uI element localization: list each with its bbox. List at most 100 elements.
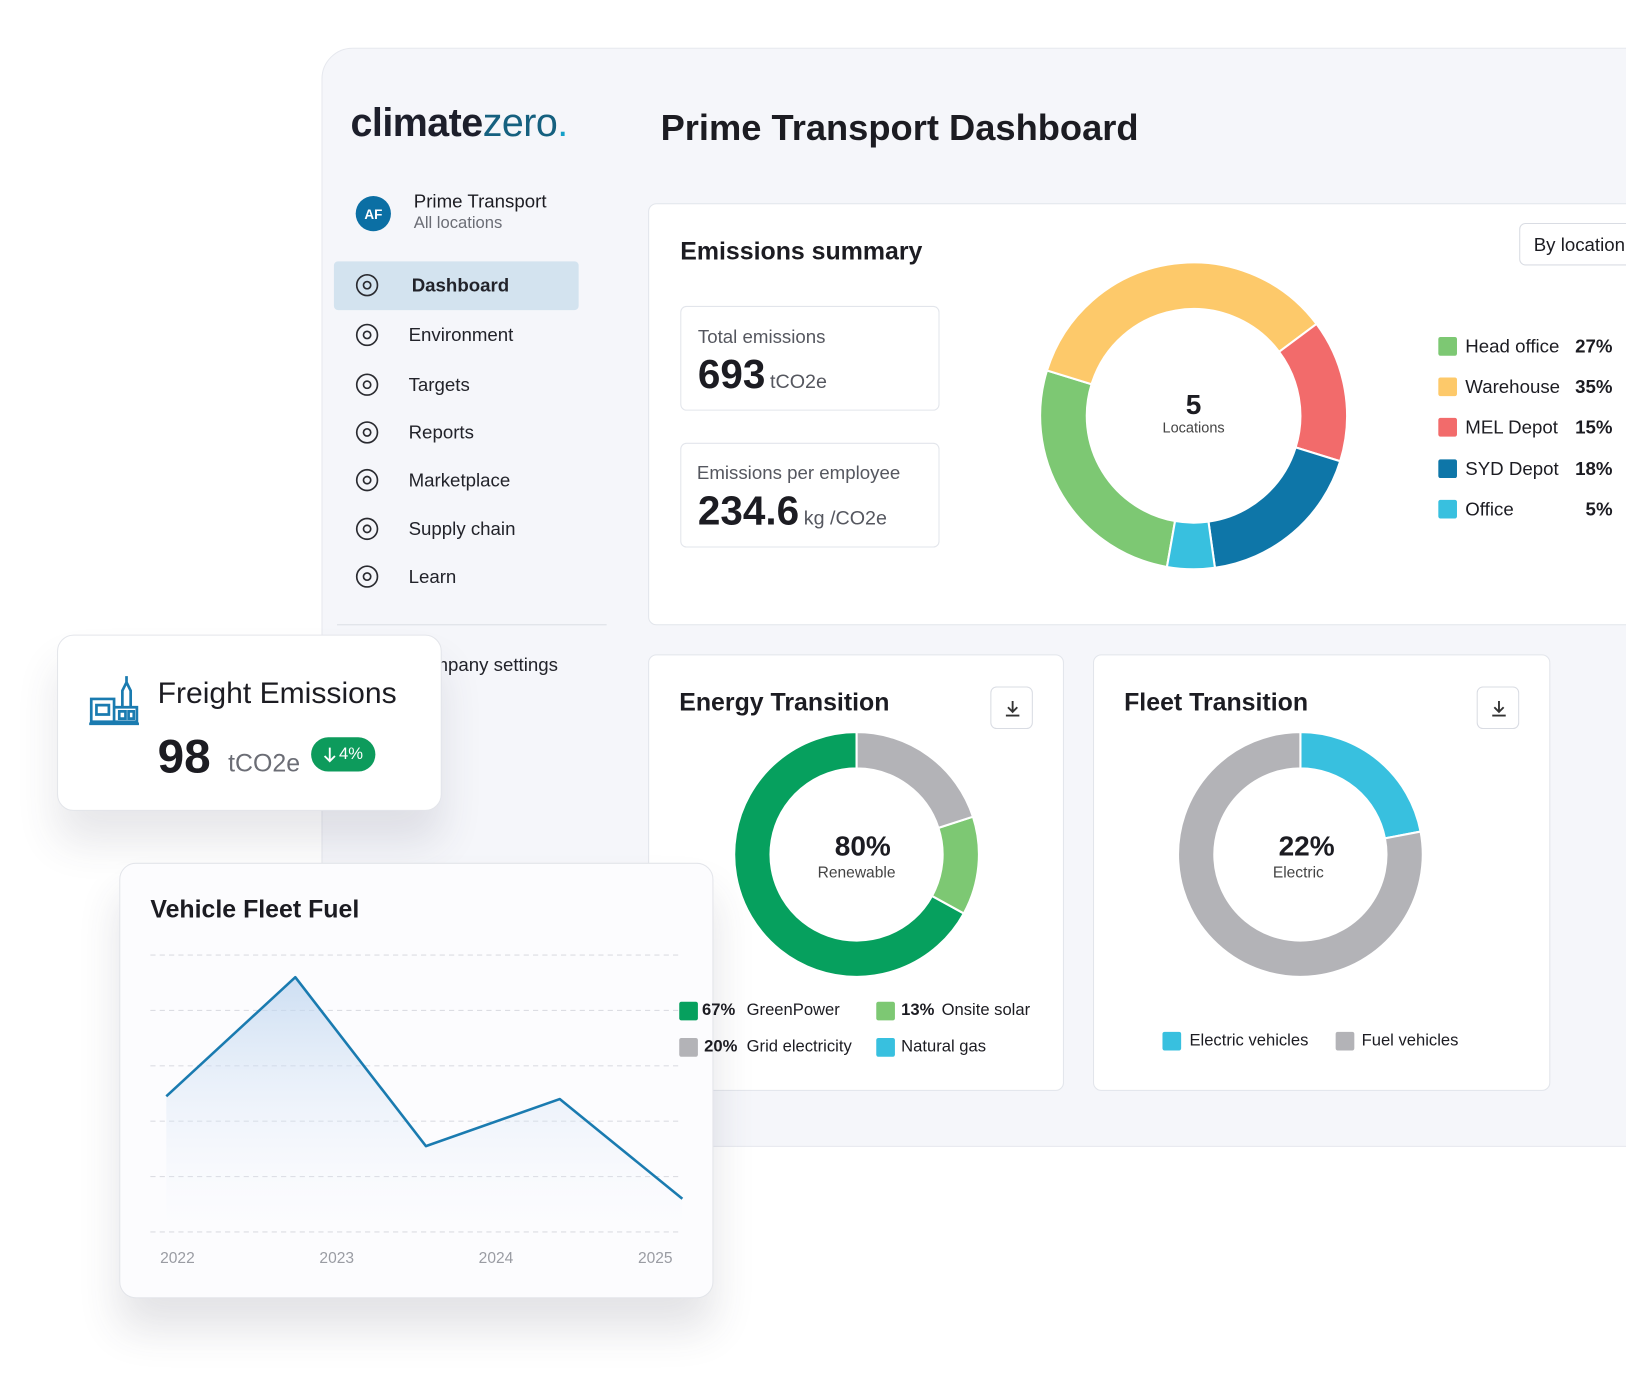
kpi-value-row: 693 tCO2e [698, 355, 827, 395]
icon-shape [355, 323, 379, 347]
legend-value: 20% [704, 1038, 738, 1056]
freight-value: 98 [157, 729, 211, 783]
legend-swatch [876, 1001, 895, 1021]
nav-icon [355, 517, 379, 541]
card-title: Fleet Transition [1124, 688, 1309, 717]
line-area [166, 977, 683, 1232]
legend-label: Electric vehicles [1189, 1031, 1309, 1050]
page-title: Prime Transport Dashboard [660, 107, 1139, 149]
donut-segment [930, 815, 980, 915]
donut-center-label: Renewable [817, 863, 896, 881]
filter-button-label[interactable]: By location [1533, 234, 1626, 256]
nav-icon [355, 468, 379, 492]
nav-item[interactable]: Reports [408, 422, 474, 443]
avatar-initials: AF [364, 205, 383, 222]
download-icon [1492, 701, 1506, 717]
logo-dot: . [557, 101, 568, 146]
nav-icon [355, 421, 379, 444]
donut-segment [733, 731, 966, 978]
x-tick-label: 2024 [478, 1249, 514, 1268]
kpi-unit: kg /CO2e [803, 508, 887, 530]
legend-swatch [1335, 1031, 1355, 1051]
icon-shape [355, 373, 379, 396]
donut-center-value: 80% [834, 830, 891, 862]
fleet-donut [1177, 731, 1424, 978]
card-title: Emissions summary [680, 237, 923, 266]
icon-shape [362, 524, 372, 534]
legend-swatch [679, 1001, 698, 1021]
line [165, 975, 684, 1200]
legend-value: 67% [702, 1001, 736, 1020]
legend-value: 15% [1575, 417, 1613, 439]
card-title: Energy Transition [679, 688, 890, 717]
avatar: AF [355, 195, 391, 232]
change-value: 4% [339, 745, 364, 763]
icon-shape [362, 475, 372, 485]
x-tick-label: 2022 [160, 1249, 195, 1268]
logo: climatezero. [350, 101, 569, 146]
account-scope: All locations [413, 214, 503, 233]
donut-center-value: 22% [1278, 830, 1335, 862]
donut-segment [1177, 731, 1424, 978]
donut-segment [855, 731, 975, 830]
legend-label: Head office [1465, 335, 1560, 357]
fleet-card [1092, 654, 1551, 1091]
nav-icon [355, 373, 379, 396]
donut-center-label: Electric [1272, 863, 1324, 881]
legend-label: Office [1465, 498, 1514, 520]
legend-swatch [1438, 499, 1457, 519]
icon-shape [362, 330, 372, 340]
account-name: Prime Transport [413, 190, 547, 212]
legend-label: Onsite solar [941, 1001, 1031, 1020]
legend-label: MEL Depot [1465, 417, 1558, 439]
change-badge: 4% [311, 737, 376, 772]
legend-swatch [1438, 377, 1457, 397]
nav-item[interactable]: Supply chain [408, 518, 516, 540]
icon-shape [362, 427, 372, 437]
icon-shape [355, 468, 379, 492]
legend-swatch [876, 1038, 895, 1057]
nav-item[interactable]: Dashboard [411, 274, 510, 296]
legend-value: 35% [1575, 376, 1613, 398]
icon-shape [355, 517, 379, 541]
legend-swatch [1438, 458, 1457, 478]
legend-value: 18% [1575, 457, 1613, 479]
nav-item[interactable]: Company settings [408, 654, 558, 676]
nav-item[interactable]: Marketplace [408, 469, 511, 491]
icon-shape [355, 565, 379, 588]
kpi-unit: tCO2e [770, 371, 827, 394]
energy-donut [733, 731, 980, 978]
donut-segment [1045, 261, 1318, 386]
nav-item[interactable]: Learn [408, 566, 457, 587]
icon-shape [362, 380, 372, 390]
chart-title: Vehicle Fleet Fuel [150, 895, 360, 924]
legend-swatch [1438, 418, 1457, 437]
icon-shape [362, 572, 372, 582]
filter-button[interactable] [1519, 222, 1626, 266]
download-button[interactable] [1476, 686, 1520, 730]
legend-swatch [1162, 1031, 1182, 1051]
nav-icon [355, 565, 379, 588]
freight-unit: tCO2e [228, 749, 301, 778]
download-button[interactable] [990, 686, 1033, 730]
logo-brand: climate [350, 101, 484, 146]
donut-center-value: 5 [1185, 388, 1202, 420]
fuel-line-chart [150, 954, 684, 1233]
arrow-down-icon [323, 747, 336, 762]
legend-swatch [1438, 337, 1457, 356]
kpi-value-row: 234.6 kg /CO2e [698, 492, 887, 532]
freight-icon [89, 676, 139, 726]
legend-value: 27% [1575, 335, 1613, 357]
legend-label: SYD Depot [1465, 457, 1559, 479]
nav-item[interactable]: Environment [408, 324, 514, 346]
x-tick-label: 2023 [319, 1249, 355, 1268]
kpi-box [680, 305, 940, 411]
kpi-label: Emissions per employee [696, 462, 901, 484]
x-tick-label: 2025 [637, 1249, 673, 1268]
freight-title: Freight Emissions [157, 677, 397, 711]
nav-item[interactable]: Targets [408, 374, 470, 396]
nav-icon [355, 323, 379, 347]
emissions-card [648, 203, 1626, 626]
